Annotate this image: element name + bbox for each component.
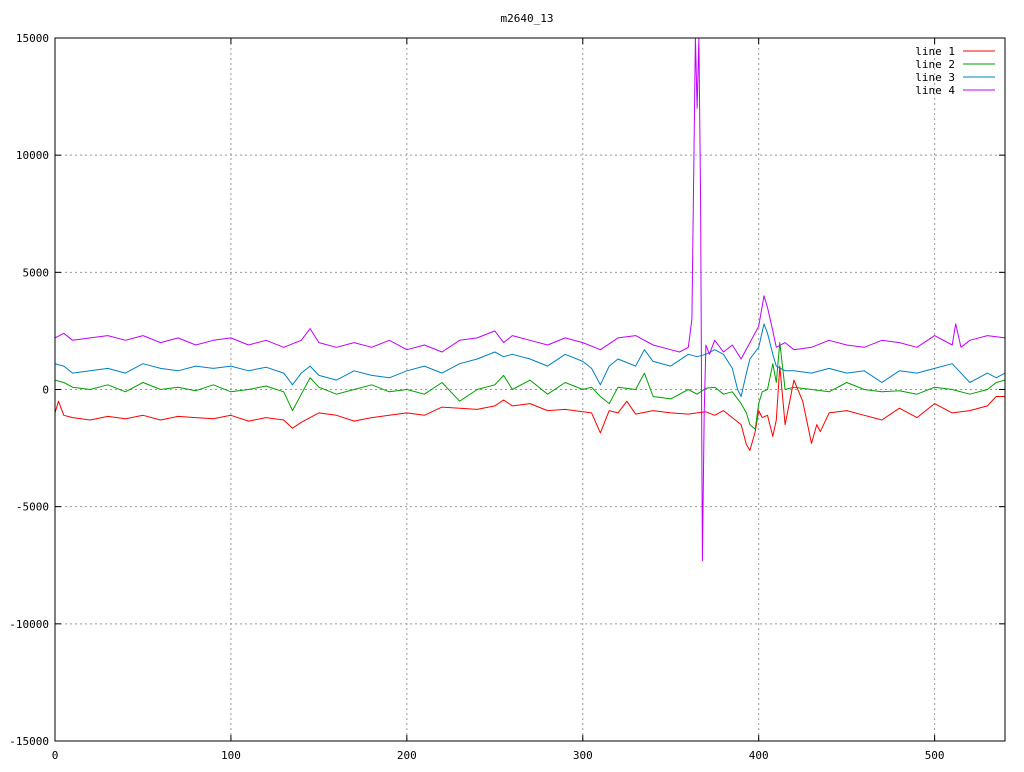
x-tick-label: 500 — [925, 749, 945, 762]
plot-frame — [54, 37, 1006, 742]
x-tick-label: 400 — [749, 749, 769, 762]
x-tick-label: 200 — [397, 749, 417, 762]
axis-ticks: -15000 -10000 -5000 0 5000 10000 15000 0 100 200 3… — [9, 32, 1005, 762]
y-tick-label: -15000 — [9, 735, 49, 748]
series-line-3 — [55, 323, 1005, 397]
legend-label: line 4 — [915, 84, 955, 97]
series-line-4 — [55, 38, 1005, 562]
x-tick-label: 0 — [52, 749, 59, 762]
x-tick-label: 300 — [573, 749, 593, 762]
series-lines — [55, 38, 1005, 562]
grid-lines — [55, 38, 1005, 741]
legend-label: line 1 — [915, 45, 955, 58]
x-tick-label: 100 — [221, 749, 241, 762]
y-tick-label: -5000 — [16, 501, 49, 514]
legend-label: line 2 — [915, 58, 955, 71]
y-tick-label: -10000 — [9, 618, 49, 631]
y-tick-label: 0 — [42, 384, 49, 397]
series-line-2 — [55, 342, 1005, 430]
y-tick-label: 5000 — [23, 266, 50, 279]
legend-label: line 3 — [915, 71, 955, 84]
y-tick-label: 10000 — [16, 149, 49, 162]
chart-title: m2640_13 — [501, 12, 554, 25]
y-tick-label: 15000 — [16, 32, 49, 45]
series-line-1 — [55, 365, 1005, 451]
